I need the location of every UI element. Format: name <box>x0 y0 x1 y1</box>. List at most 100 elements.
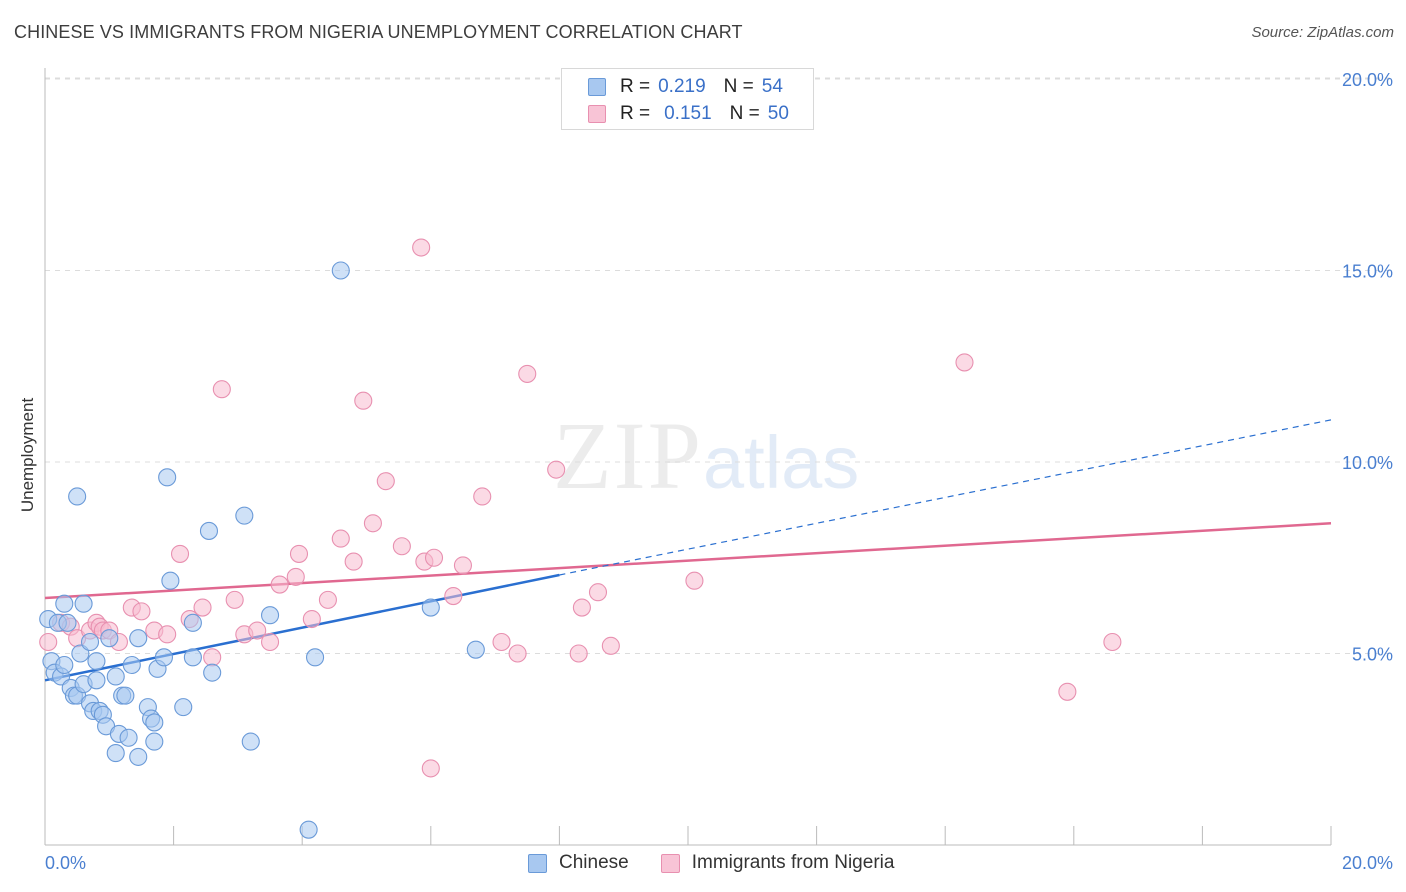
correlation-legend: R = 0.219 N = 54 R = 0.151 N = 50 <box>561 68 814 130</box>
nigeria-point <box>955 353 974 372</box>
chinese-trend-line <box>44 573 560 682</box>
chinese-point <box>106 667 125 686</box>
nigeria-point <box>588 583 608 602</box>
chinese-point <box>58 613 77 632</box>
nigeria-point <box>170 544 190 563</box>
nigeria-point <box>158 625 177 644</box>
n-value: 50 <box>767 103 789 124</box>
chinese-swatch <box>528 853 547 873</box>
chinese-point <box>122 655 141 675</box>
source-credit: Source: ZipAtlas.com <box>1251 24 1394 41</box>
chinese-point <box>306 648 325 667</box>
nigeria-point <box>270 575 289 594</box>
chinese-point <box>106 744 125 763</box>
nigeria-point <box>289 544 309 563</box>
chinese-point <box>68 487 87 506</box>
chinese-point <box>421 598 440 617</box>
nigeria-point <box>363 514 382 533</box>
chinese-point <box>116 686 135 705</box>
gridlines <box>45 77 1395 654</box>
nigeria-point <box>453 556 473 575</box>
y-tick-label: 5.0% <box>1352 645 1393 665</box>
nigeria-swatch <box>660 853 680 873</box>
nigeria-point <box>248 621 267 640</box>
nigeria-point <box>193 598 212 617</box>
blue-swatch <box>588 78 606 96</box>
y-tick-label: 15.0% <box>1342 262 1393 282</box>
r-value: 0.151 <box>664 103 712 124</box>
nigeria-point <box>225 590 244 609</box>
nigeria-point <box>286 567 305 586</box>
nigeria-point <box>212 380 231 399</box>
nigeria-point <box>412 238 431 257</box>
chinese-point <box>80 632 100 652</box>
nigeria-point <box>569 644 588 663</box>
chinese-point <box>55 594 74 613</box>
chinese-point <box>260 606 280 625</box>
nigeria-point <box>547 460 566 479</box>
x-tick-label: 0.0% <box>45 853 86 873</box>
series-legend: Chinese Immigrants from Nigeria <box>528 852 926 874</box>
nigeria-point <box>572 598 591 617</box>
nigeria-point <box>318 590 337 609</box>
chinese-point <box>241 732 260 751</box>
chinese-point <box>74 594 93 613</box>
nigeria-point <box>508 644 527 663</box>
legend-label-nigeria: Immigrants from Nigeria <box>691 852 895 873</box>
nigeria-trend-line <box>44 522 1332 600</box>
nigeria-point <box>601 636 620 655</box>
chinese-point <box>154 648 174 667</box>
n-label: N = <box>729 103 760 124</box>
nigeria-point <box>473 487 492 506</box>
nigeria-point <box>132 602 151 621</box>
nigeria-point <box>492 632 511 652</box>
chinese-point <box>145 713 164 732</box>
nigeria-point <box>39 632 58 652</box>
r-label: R = <box>620 103 651 124</box>
legend-item-nigeria[interactable]: Immigrants from Nigeria <box>660 852 895 874</box>
watermark-zip: ZIP <box>553 402 703 509</box>
chinese-point <box>235 506 254 525</box>
chinese-point <box>174 698 193 717</box>
x-tick-label: 20.0% <box>1342 853 1393 873</box>
trend-lines <box>44 419 1332 682</box>
nigeria-point <box>344 552 363 571</box>
chinese-point <box>183 648 202 667</box>
chart-title: CHINESE VS IMMIGRANTS FROM NIGERIA UNEMP… <box>14 22 743 42</box>
y-tick-label: 20.0% <box>1342 70 1393 90</box>
chinese-point <box>129 747 148 766</box>
watermark: ZIPatlas <box>553 400 859 511</box>
chinese-point <box>119 728 138 747</box>
nigeria-point <box>518 364 537 383</box>
nigeria-point <box>260 632 280 652</box>
chinese-point <box>129 629 148 648</box>
nigeria-point <box>444 586 463 606</box>
chinese-point <box>331 261 350 280</box>
nigeria-point <box>421 759 440 778</box>
legend-row-chinese: R = 0.219 N = 54 <box>588 75 783 99</box>
r-label: R = <box>620 76 651 97</box>
n-value: 54 <box>761 76 783 97</box>
chinese-point <box>145 732 164 751</box>
nigeria-point <box>685 571 704 590</box>
chinese-point <box>199 521 219 540</box>
chinese-point <box>299 820 318 839</box>
chinese-point <box>466 640 485 659</box>
r-value: 0.219 <box>658 76 706 97</box>
axes <box>44 68 1332 846</box>
pink-swatch <box>588 105 606 123</box>
legend-item-chinese[interactable]: Chinese <box>528 852 629 874</box>
chinese-point <box>158 468 177 487</box>
chinese-point <box>161 571 180 590</box>
chinese-point <box>183 613 202 632</box>
nigeria-point <box>392 537 411 556</box>
data-points <box>39 238 1122 839</box>
chinese-point <box>100 629 119 648</box>
chinese-point <box>87 652 106 671</box>
nigeria-point <box>302 609 321 629</box>
nigeria-point <box>331 529 350 548</box>
chinese-point <box>87 671 106 690</box>
chinese-trend-extension <box>559 419 1332 576</box>
legend-row-nigeria: R = 0.151 N = 50 <box>588 102 789 126</box>
